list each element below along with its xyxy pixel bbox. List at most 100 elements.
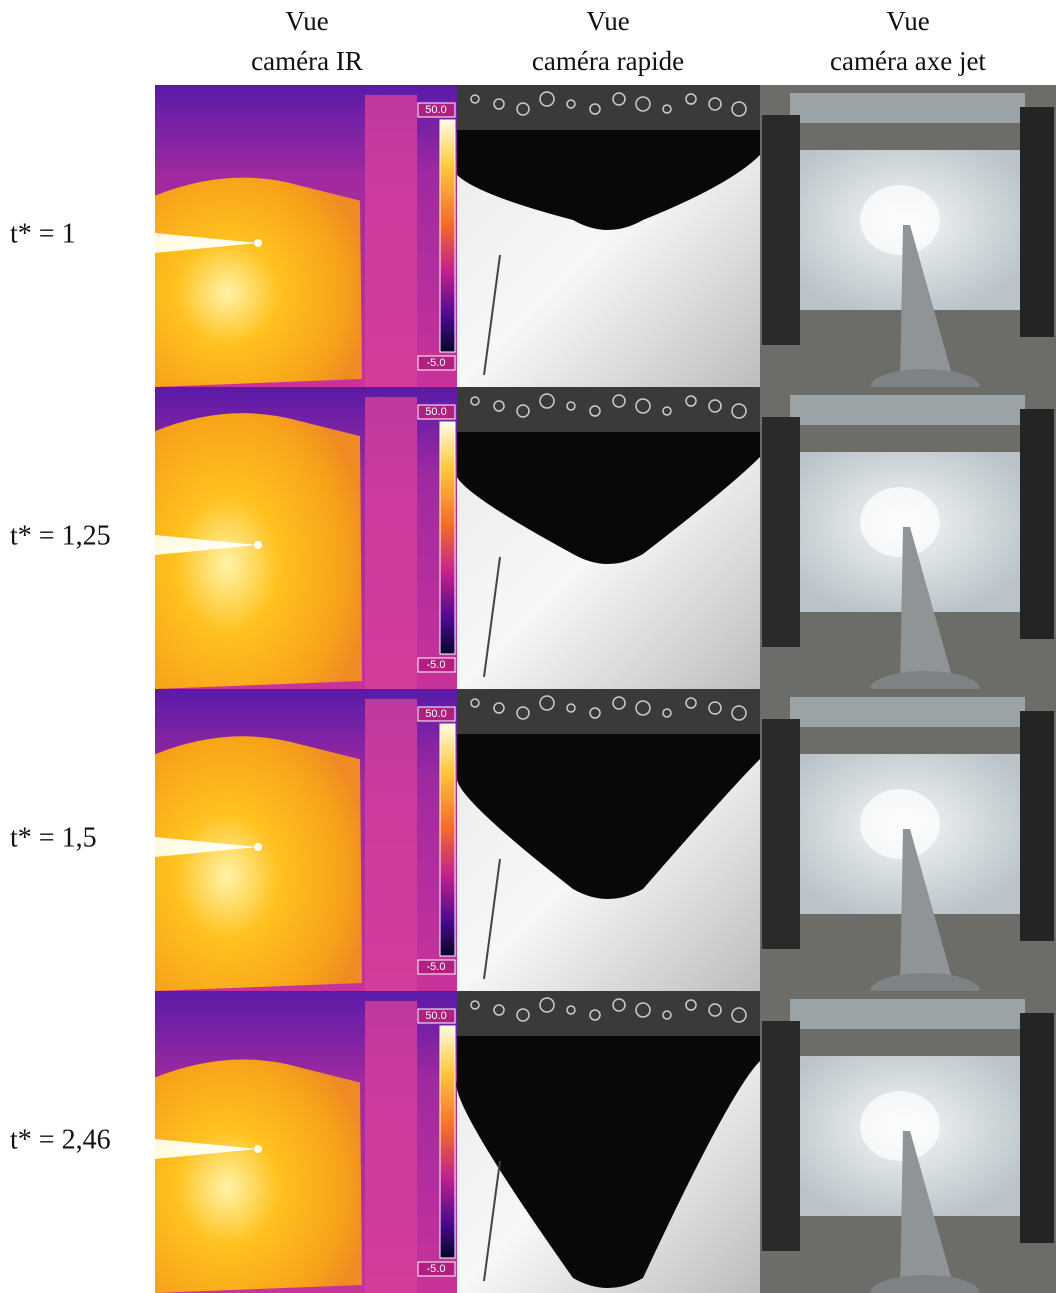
jet-glow [860,185,940,255]
jet-side-right [1020,1013,1054,1243]
rapid-cavity [457,734,760,899]
jet-side-left [762,719,800,949]
rapid-wire [483,556,501,678]
rapid-wire [483,858,501,980]
rapid-bubble [662,104,672,114]
rapid-bubble [708,1003,722,1017]
column-title: caméra axe jet [830,46,986,76]
rapid-cavity [457,130,760,230]
jet-frame-top [790,999,1025,1029]
rapid-bubble [612,696,626,710]
rapid-bubble [589,405,601,417]
ir-wall [365,699,417,991]
jet-side-left [762,115,800,345]
jet-nozzle [900,829,955,989]
row-label: t* = 1,25 [10,520,111,551]
row-label: t* = 1,5 [10,822,97,853]
rapid-bubble [685,697,697,709]
rapid-bubble [589,103,601,115]
ir-colorbar-box [417,706,456,722]
ir-colorbar [439,1025,456,1259]
rapid-wire [483,1160,501,1282]
ir-jet [155,1139,258,1159]
rapid-bubble [612,394,626,408]
rapid-bubble [589,1009,601,1021]
rapid-bubble [731,403,747,419]
rapid-bubble [566,703,576,713]
rapid-bubble [493,1004,505,1016]
rapid-bubble [612,998,626,1012]
rapid-bubble [539,393,555,409]
jet-base [870,1275,980,1293]
row-label: t* = 1 [10,218,76,249]
rapid-bubble [685,395,697,407]
rapid-bubble [731,705,747,721]
ir-colorbar-min: -5.0 [427,357,446,369]
ir-jet [155,837,258,857]
rapid-cavity [457,432,760,564]
rapid-bubble [662,1010,672,1020]
ir-colorbar-box [417,102,456,118]
rapid-cavity [456,1036,760,1288]
rapid-bubble [470,698,480,708]
ir-colorbar-max: 50.0 [425,708,446,720]
column-title: Vue [586,6,629,36]
ir-jet [155,233,258,253]
ir-jet-tip [254,239,262,247]
rapid-bubble [662,708,672,718]
ir-colorbar-min: -5.0 [427,1263,446,1275]
ir-hot-region [155,1059,362,1293]
rapid-bubble [612,92,626,106]
ir-colorbar [439,723,456,957]
jet-side-left [762,417,800,647]
jet-side-left [762,1021,800,1251]
ir-jet-tip [254,843,262,851]
rapid-bubble [493,98,505,110]
jet-side-right [1020,409,1054,639]
jet-frame-top [790,395,1025,425]
ir-colorbar-max: 50.0 [425,104,446,116]
row-label: t* = 2,46 [10,1124,111,1155]
rapid-bubble [635,96,651,112]
ir-colorbar-box [417,355,456,371]
rapid-bubble [516,102,530,116]
ir-colorbar-box [417,1261,456,1277]
ir-colorbar-box [417,959,456,975]
jet-side-right [1020,711,1054,941]
rapid-bubble [589,707,601,719]
jet-side-right [1020,107,1054,337]
jet-nozzle [900,225,955,385]
rapid-bubble [470,396,480,406]
rapid-bubble [708,701,722,715]
ir-jet [155,535,258,555]
jet-frame-top [790,93,1025,123]
ir-hot-region [155,177,362,387]
rapid-bubble [539,997,555,1013]
jet-glow [860,487,940,557]
rapid-bubble [731,101,747,117]
column-title: caméra rapide [532,46,684,76]
ir-colorbar-box [417,404,456,420]
rapid-bubble [731,1007,747,1023]
rapid-bubble [685,999,697,1011]
rapid-bubble [635,1002,651,1018]
column-title: caméra IR [251,46,363,76]
ir-hot-region [155,413,362,689]
rapid-bubble [566,1005,576,1015]
ir-wall [365,397,417,689]
ir-jet-tip [254,541,262,549]
rapid-bubble [516,404,530,418]
column-title: Vue [285,6,328,36]
rapid-bubble [516,1008,530,1022]
ir-wall [365,1001,417,1293]
jet-nozzle [900,1131,955,1291]
rapid-bubble [708,97,722,111]
ir-colorbar-max: 50.0 [425,406,446,418]
jet-frame-top [790,697,1025,727]
ir-hot-region [155,736,362,991]
jet-glow [860,789,940,859]
ir-colorbar-min: -5.0 [427,961,446,973]
rapid-bubble [662,406,672,416]
rapid-bubble [470,94,480,104]
